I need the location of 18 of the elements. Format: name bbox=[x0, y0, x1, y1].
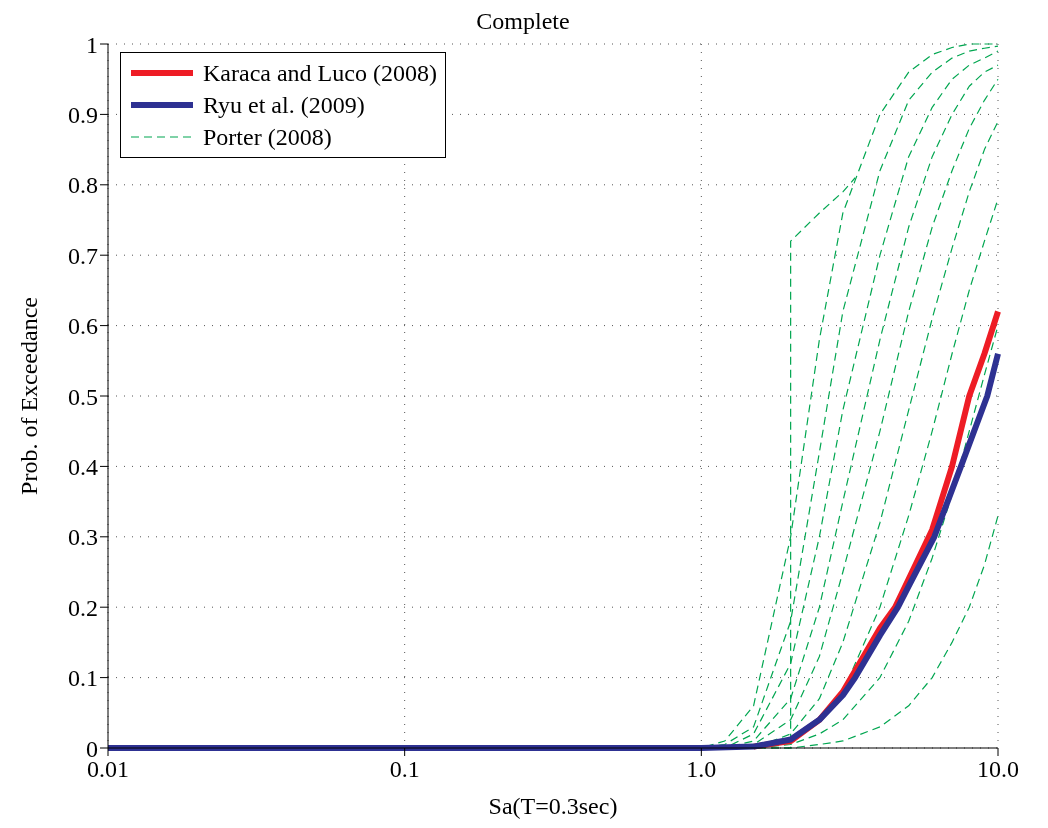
y-axis-title: Prob. of Exceedance bbox=[15, 297, 42, 495]
y-tick-label: 0.8 bbox=[68, 172, 98, 199]
y-tick-label: 0.7 bbox=[68, 242, 98, 269]
y-tick-label: 0.6 bbox=[68, 313, 98, 340]
y-tick-label: 0.3 bbox=[68, 524, 98, 551]
legend-label: Ryu et al. (2009) bbox=[203, 91, 365, 119]
y-tick-label: 0.4 bbox=[68, 453, 98, 480]
legend-label: Porter (2008) bbox=[203, 123, 332, 151]
y-tick-label: 0.1 bbox=[68, 665, 98, 692]
x-tick-label: 0.1 bbox=[389, 756, 420, 783]
chart-title: Complete bbox=[476, 8, 570, 34]
x-tick-label: 1.0 bbox=[686, 756, 717, 783]
x-axis-title: Sa(T=0.3sec) bbox=[488, 793, 618, 819]
x-tick-label: 10.0 bbox=[977, 756, 1019, 783]
y-tick-label: 0.2 bbox=[68, 594, 98, 621]
legend-label: Karaca and Luco (2008) bbox=[203, 59, 437, 87]
y-tick-label: 0.5 bbox=[68, 383, 98, 410]
y-tick-label: 0.9 bbox=[68, 101, 98, 128]
